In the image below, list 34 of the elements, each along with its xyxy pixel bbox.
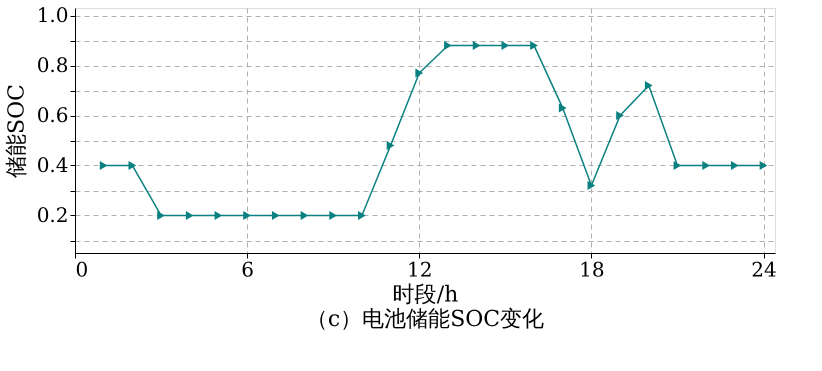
y-tick-label: 0.2 [36, 203, 68, 227]
point [329, 211, 338, 220]
point [100, 161, 108, 170]
y-tick-label: 0.8 [36, 53, 68, 77]
text: （c）电池储能SOC变化 [306, 307, 544, 332]
point [444, 41, 452, 50]
point [730, 161, 739, 170]
point [272, 211, 280, 220]
x-tick-label: 6 [241, 258, 254, 282]
point [530, 41, 538, 50]
point [157, 211, 165, 220]
x-tick-label: 24 [751, 258, 777, 282]
point [214, 211, 222, 220]
point [186, 211, 194, 220]
point [415, 68, 424, 78]
y-tick-label: 1.0 [36, 3, 68, 27]
x-tick-label: 12 [407, 258, 432, 282]
point [674, 161, 682, 170]
point [300, 211, 308, 220]
y-axis-title: 储能SOC [4, 84, 30, 178]
point [386, 141, 394, 150]
x-tick-label: 0 [76, 258, 88, 282]
point [588, 181, 596, 190]
point [558, 104, 567, 112]
point [616, 111, 624, 120]
x-tick-label: 18 [579, 258, 605, 282]
y-tick-label: 0.6 [36, 103, 68, 127]
point [128, 161, 136, 170]
point [501, 41, 510, 50]
y-tick-label: 0.4 [36, 153, 68, 177]
x-axis-title: 时段/h [392, 282, 458, 308]
point [644, 81, 653, 90]
point [760, 161, 768, 170]
point [358, 211, 366, 220]
